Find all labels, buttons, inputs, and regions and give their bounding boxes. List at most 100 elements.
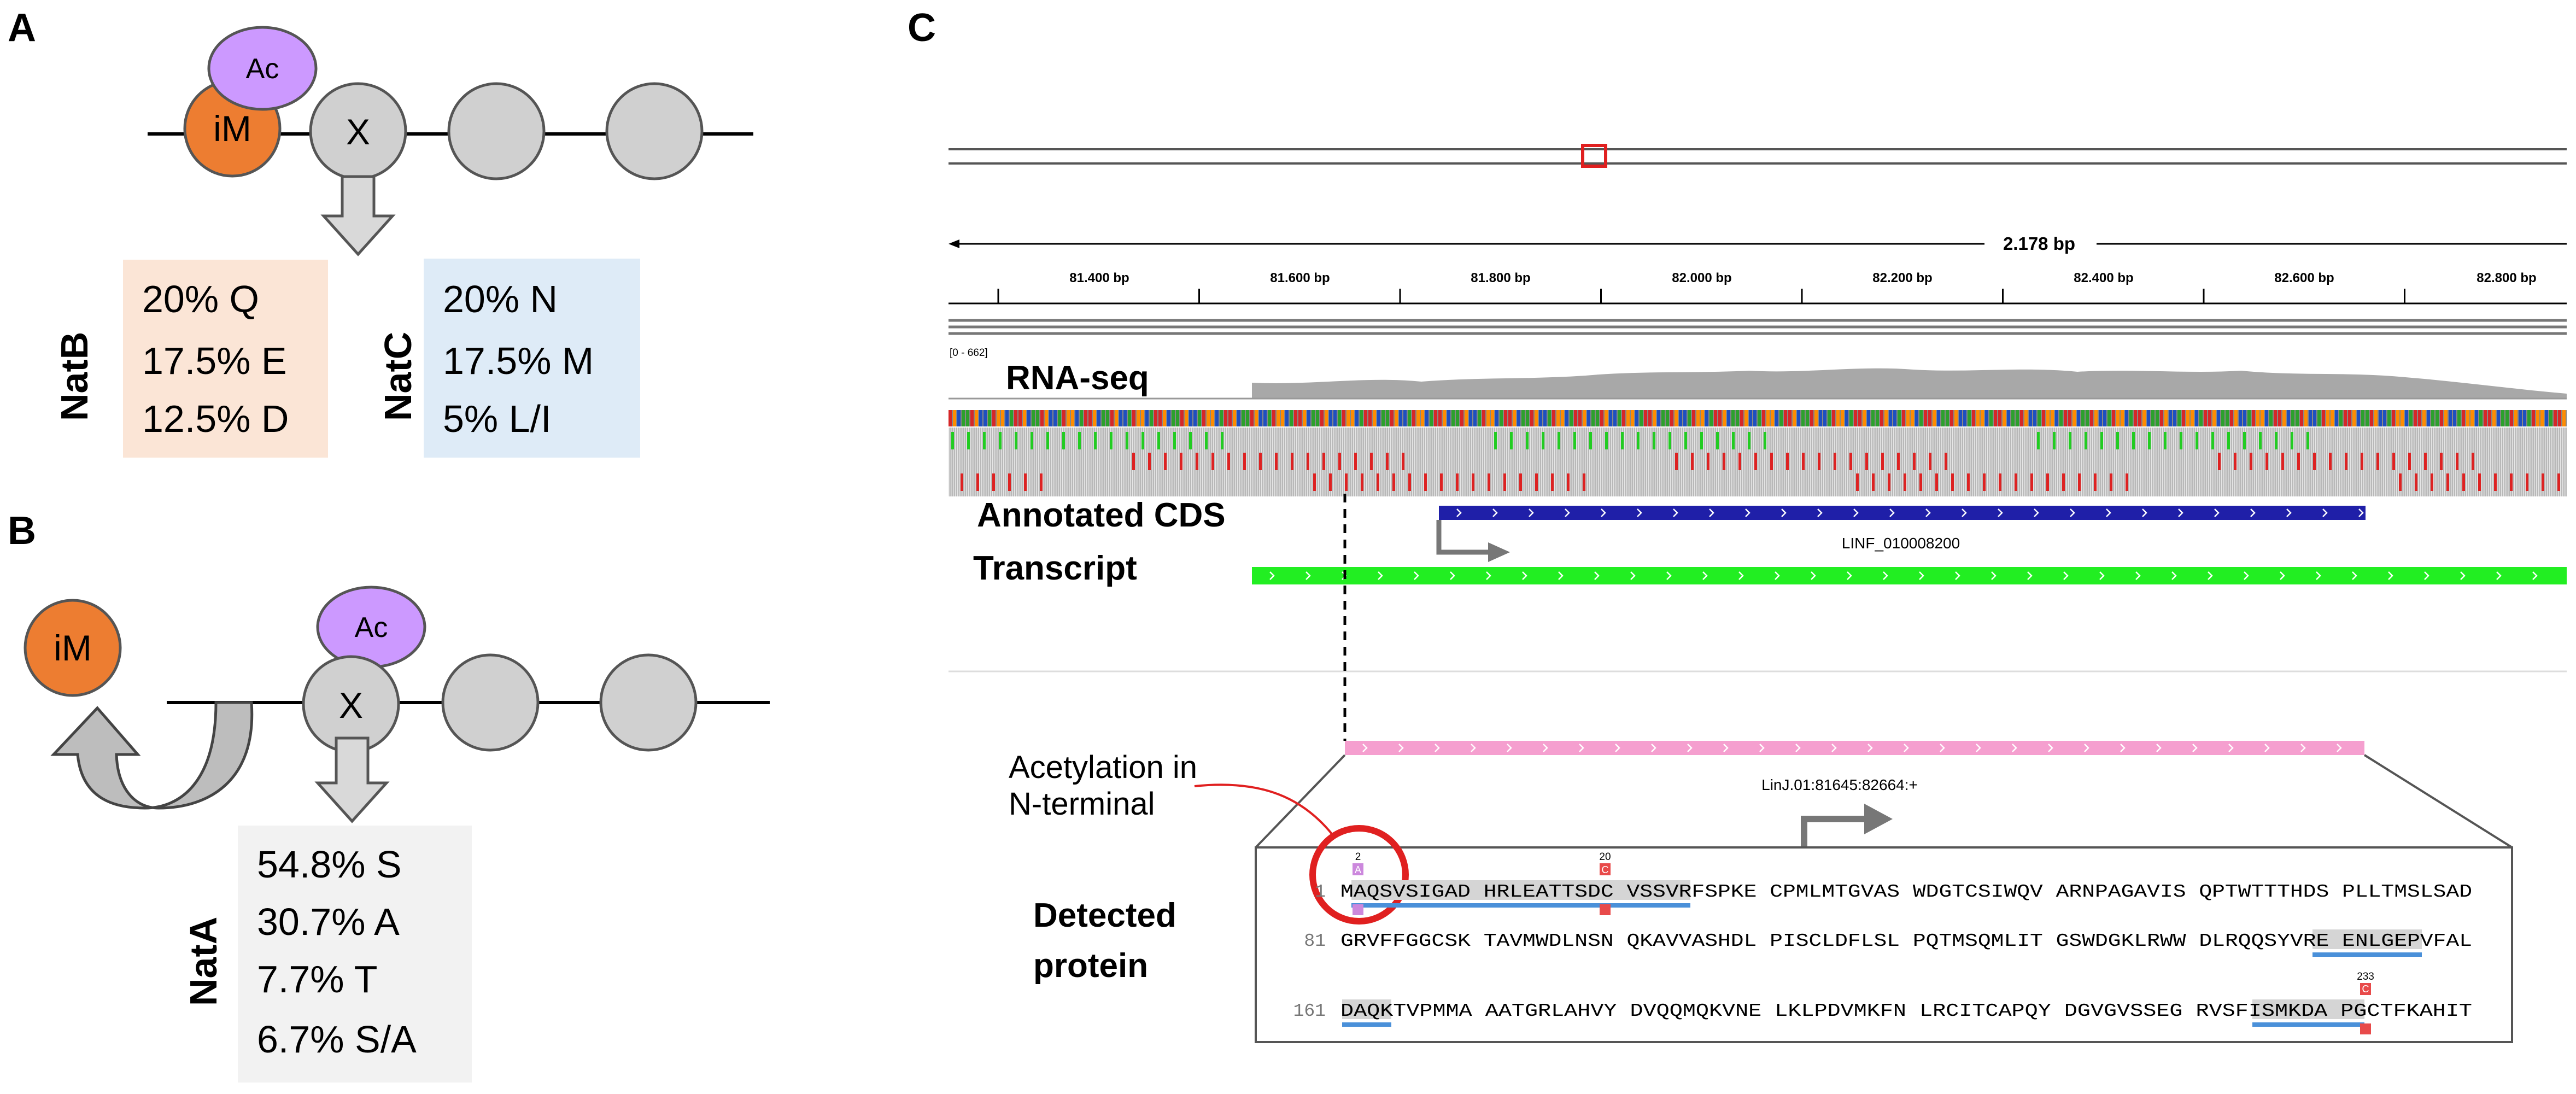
strand-chevron	[1998, 508, 2003, 517]
base-cell	[1954, 410, 1958, 426]
read-stripe	[2107, 428, 2109, 496]
read-stripe	[1504, 428, 1505, 496]
read-stripe	[1751, 428, 1752, 496]
transcript-feature[interactable]	[1252, 567, 2567, 584]
read-stripe	[1705, 428, 1706, 496]
base-cell	[2479, 410, 2483, 426]
base-cell	[1246, 410, 1249, 426]
rnaseq-track-label: RNA-seq	[1006, 359, 1149, 397]
read-stripe	[1858, 428, 1859, 496]
base-cell	[1399, 410, 1402, 426]
read-stripe	[1637, 428, 1638, 496]
base-cell	[1158, 410, 1162, 426]
mismatch-mark	[1494, 432, 1497, 449]
read-stripe	[1545, 428, 1547, 496]
strand-chevron	[1889, 508, 1895, 517]
base-cell	[1023, 410, 1026, 426]
read-stripe	[1688, 428, 1689, 496]
read-stripe	[1675, 428, 1676, 496]
base-cell	[2505, 410, 2509, 426]
base-cell	[1137, 410, 1140, 426]
strand-chevron	[2388, 571, 2393, 580]
base-cell	[1543, 410, 1547, 426]
read-stripe	[1950, 428, 1951, 496]
read-stripe	[2160, 428, 2161, 496]
mismatch-mark	[2424, 453, 2427, 470]
read-stripe	[1572, 428, 1573, 496]
read-stripe	[2177, 428, 2179, 496]
read-stripe	[1895, 428, 1896, 496]
base-cell	[2492, 410, 2496, 426]
base-cell	[2440, 410, 2443, 426]
read-stripe	[2449, 428, 2450, 496]
mismatch-mark	[1078, 432, 1081, 449]
read-stripe	[1823, 428, 1824, 496]
peptide-coverage-bar	[1351, 903, 1690, 908]
read-stripe	[1207, 428, 1208, 496]
read-stripe	[1978, 428, 1980, 496]
base-cell	[1985, 410, 1988, 426]
read-stripe	[1084, 428, 1085, 496]
region-of-interest-marker[interactable]	[1581, 144, 1607, 168]
mismatch-mark	[1329, 473, 1332, 491]
read-stripe	[1128, 428, 1129, 496]
mismatch-mark	[1370, 453, 1373, 470]
base-cell	[1968, 410, 1971, 426]
base-cell	[2462, 410, 2465, 426]
base-cell	[2300, 410, 2303, 426]
read-stripe	[1642, 428, 1643, 496]
read-stripe	[2188, 428, 2189, 496]
mismatch-mark	[1935, 473, 1938, 491]
read-stripe	[2239, 428, 2240, 496]
read-stripe	[1880, 428, 1881, 496]
base-cell	[1622, 410, 1625, 426]
mismatch-mark	[2399, 473, 2402, 491]
read-stripe	[2158, 428, 2159, 496]
zoom-connector-lines	[1255, 754, 2513, 849]
base-cell	[1469, 410, 1472, 426]
mismatch-mark	[1637, 432, 1640, 449]
read-stripe	[1049, 428, 1050, 496]
read-stripe	[1401, 428, 1402, 496]
base-cell	[1696, 410, 1700, 426]
mismatch-mark	[1338, 453, 1341, 470]
read-stripe	[1777, 428, 1778, 496]
read-stripe	[1681, 428, 1682, 496]
base-cell	[2116, 410, 2120, 426]
read-stripe	[1473, 428, 1474, 496]
orf-feature[interactable]	[1345, 741, 2364, 755]
read-stripe	[1511, 428, 1512, 496]
read-stripe	[2013, 428, 2015, 496]
read-stripe	[1248, 428, 1249, 496]
base-cell	[1657, 410, 1660, 426]
base-cell	[2331, 410, 2334, 426]
read-stripe	[2068, 428, 2069, 496]
mismatch-mark	[1157, 432, 1160, 449]
strand-chevron	[1991, 571, 1997, 580]
read-stripe	[1860, 428, 1861, 496]
read-stripe	[2549, 428, 2550, 496]
read-stripe	[2530, 428, 2531, 496]
released-methionine	[24, 599, 122, 697]
mismatch-mark	[2100, 432, 2103, 449]
read-stripe	[1016, 428, 1017, 496]
read-stripe	[2560, 428, 2561, 496]
read-stripe	[2103, 428, 2104, 496]
base-cell	[1819, 410, 1822, 426]
read-stripe	[1828, 428, 1829, 496]
read-stripe	[2000, 428, 2001, 496]
read-stripe	[1215, 428, 1216, 496]
base-cell	[1460, 410, 1463, 426]
read-stripe	[1624, 428, 1625, 496]
acetylation-note-line-1: Acetylation in	[1009, 750, 1197, 785]
cysteine-mod-marker	[2360, 983, 2371, 995]
read-stripe	[2011, 428, 2012, 496]
read-stripe	[1270, 428, 1271, 496]
annotated-cds-feature[interactable]	[1439, 506, 2366, 520]
read-stripe	[1738, 428, 1739, 496]
read-stripe	[2523, 428, 2524, 496]
mismatch-mark	[1132, 453, 1135, 470]
strand-chevron	[2228, 744, 2234, 752]
base-cell	[1263, 410, 1267, 426]
base-cell	[1272, 410, 1275, 426]
